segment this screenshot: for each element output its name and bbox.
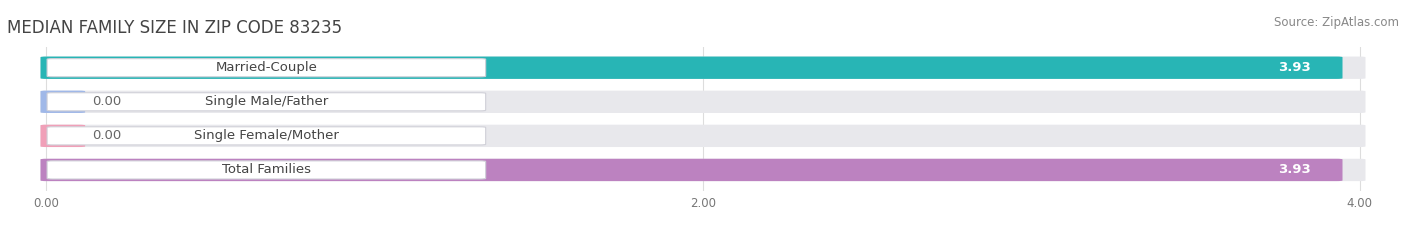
FancyBboxPatch shape (41, 91, 86, 113)
FancyBboxPatch shape (41, 159, 1365, 181)
Text: Single Male/Father: Single Male/Father (205, 95, 328, 108)
Text: 0.00: 0.00 (93, 129, 122, 142)
Text: 0.00: 0.00 (93, 95, 122, 108)
FancyBboxPatch shape (46, 127, 485, 145)
Text: Source: ZipAtlas.com: Source: ZipAtlas.com (1274, 16, 1399, 29)
FancyBboxPatch shape (41, 159, 1343, 181)
FancyBboxPatch shape (41, 125, 86, 147)
Text: Total Families: Total Families (222, 163, 311, 176)
Text: Single Female/Mother: Single Female/Mother (194, 129, 339, 142)
Text: 3.93: 3.93 (1278, 61, 1310, 74)
FancyBboxPatch shape (41, 125, 1365, 147)
Text: 3.93: 3.93 (1278, 163, 1310, 176)
Text: Married-Couple: Married-Couple (215, 61, 318, 74)
Text: MEDIAN FAMILY SIZE IN ZIP CODE 83235: MEDIAN FAMILY SIZE IN ZIP CODE 83235 (7, 19, 342, 37)
FancyBboxPatch shape (46, 59, 485, 77)
FancyBboxPatch shape (41, 57, 1343, 79)
FancyBboxPatch shape (41, 91, 1365, 113)
FancyBboxPatch shape (41, 57, 1365, 79)
FancyBboxPatch shape (46, 161, 485, 179)
FancyBboxPatch shape (46, 93, 485, 111)
